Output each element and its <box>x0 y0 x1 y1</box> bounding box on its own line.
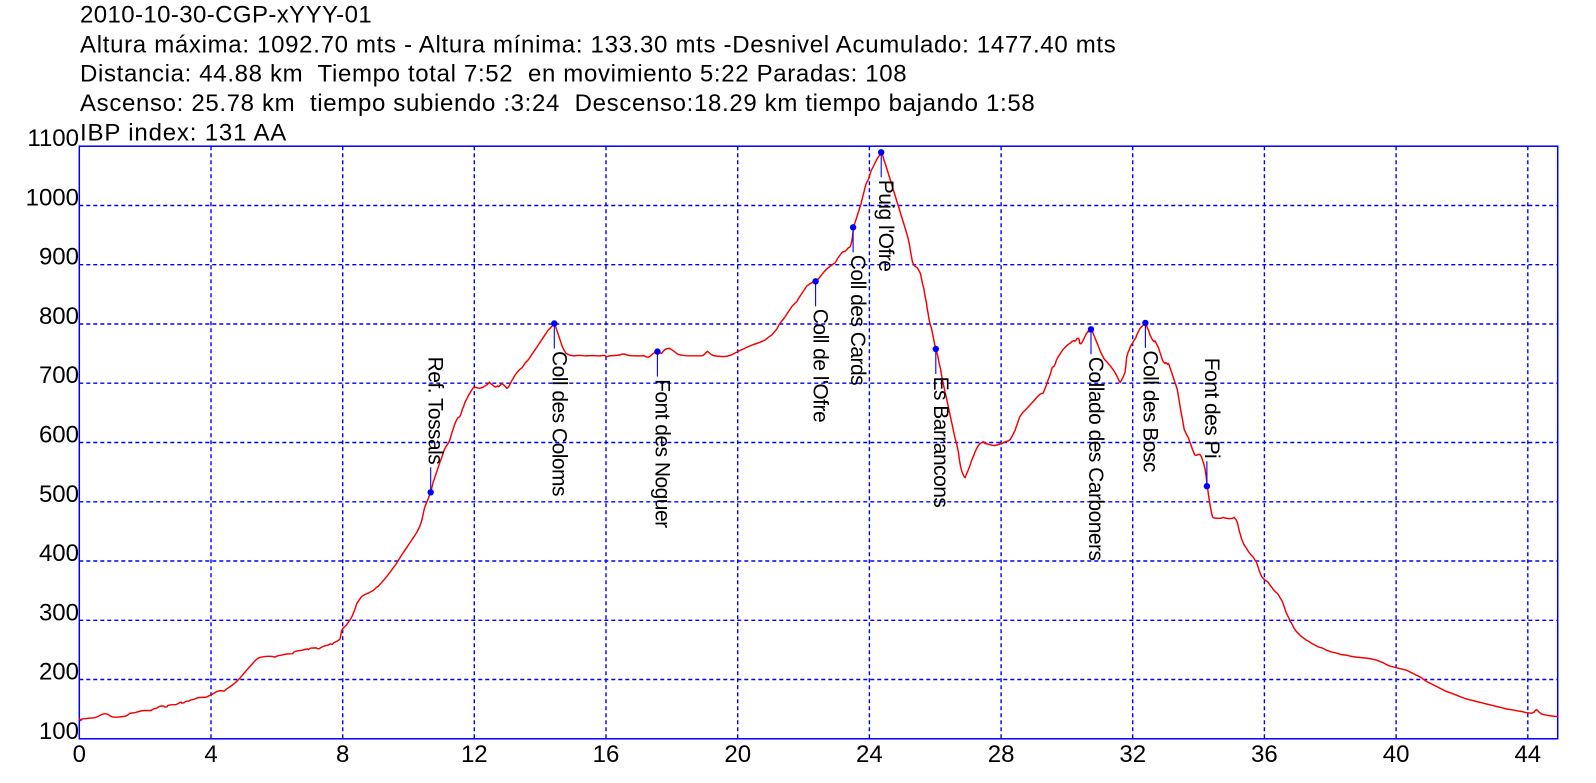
svg-text:IBP index: 131 AA: IBP index: 131 AA <box>80 119 287 146</box>
svg-text:Coll de l'Ofre: Coll de l'Ofre <box>809 309 832 422</box>
svg-text:Collado des Carboners: Collado des Carboners <box>1084 357 1107 561</box>
svg-text:Coll des Bosc: Coll des Bosc <box>1138 350 1161 472</box>
svg-text:100: 100 <box>39 718 79 745</box>
svg-text:600: 600 <box>39 422 79 449</box>
svg-text:400: 400 <box>39 540 79 567</box>
svg-text:4: 4 <box>204 741 217 768</box>
svg-text:1000: 1000 <box>26 185 79 212</box>
svg-text:28: 28 <box>988 741 1015 768</box>
svg-text:Ascenso: 25.78 km tiempo subi: Ascenso: 25.78 km tiempo subiendo :3:24 … <box>80 90 1035 117</box>
svg-text:Coll des Cards: Coll des Cards <box>846 255 869 385</box>
svg-text:Font des Noguer: Font des Noguer <box>650 379 673 528</box>
svg-text:40: 40 <box>1383 741 1410 768</box>
svg-text:16: 16 <box>593 741 620 768</box>
svg-text:24: 24 <box>856 741 883 768</box>
svg-text:20: 20 <box>724 741 751 768</box>
svg-text:2010-10-30-CGP-xYYY-01: 2010-10-30-CGP-xYYY-01 <box>80 1 372 28</box>
svg-text:0: 0 <box>73 741 86 768</box>
svg-text:36: 36 <box>1251 741 1278 768</box>
svg-text:200: 200 <box>39 659 79 686</box>
svg-text:Distancia: 44.88 km Tiempo to: Distancia: 44.88 km Tiempo total 7:52 en… <box>80 60 907 87</box>
svg-text:Altura máxima: 1092.70 mts - A: Altura máxima: 1092.70 mts - Altura míni… <box>80 31 1116 58</box>
svg-text:Ref. Tossals: Ref. Tossals <box>424 357 447 465</box>
svg-text:Font des Pi: Font des Pi <box>1200 358 1223 458</box>
svg-text:700: 700 <box>39 362 79 389</box>
svg-text:300: 300 <box>39 599 79 626</box>
svg-text:8: 8 <box>336 741 349 768</box>
svg-text:44: 44 <box>1514 741 1541 768</box>
svg-text:12: 12 <box>461 741 488 768</box>
svg-text:Puig l'Ofre: Puig l'Ofre <box>874 180 897 272</box>
svg-text:Coll des Coloms: Coll des Coloms <box>547 351 570 496</box>
svg-text:900: 900 <box>39 244 79 271</box>
svg-text:1100: 1100 <box>27 125 79 152</box>
svg-text:Es Barrancons: Es Barrancons <box>929 377 952 508</box>
svg-text:32: 32 <box>1119 741 1146 768</box>
svg-text:800: 800 <box>39 303 79 330</box>
svg-text:500: 500 <box>39 481 79 508</box>
